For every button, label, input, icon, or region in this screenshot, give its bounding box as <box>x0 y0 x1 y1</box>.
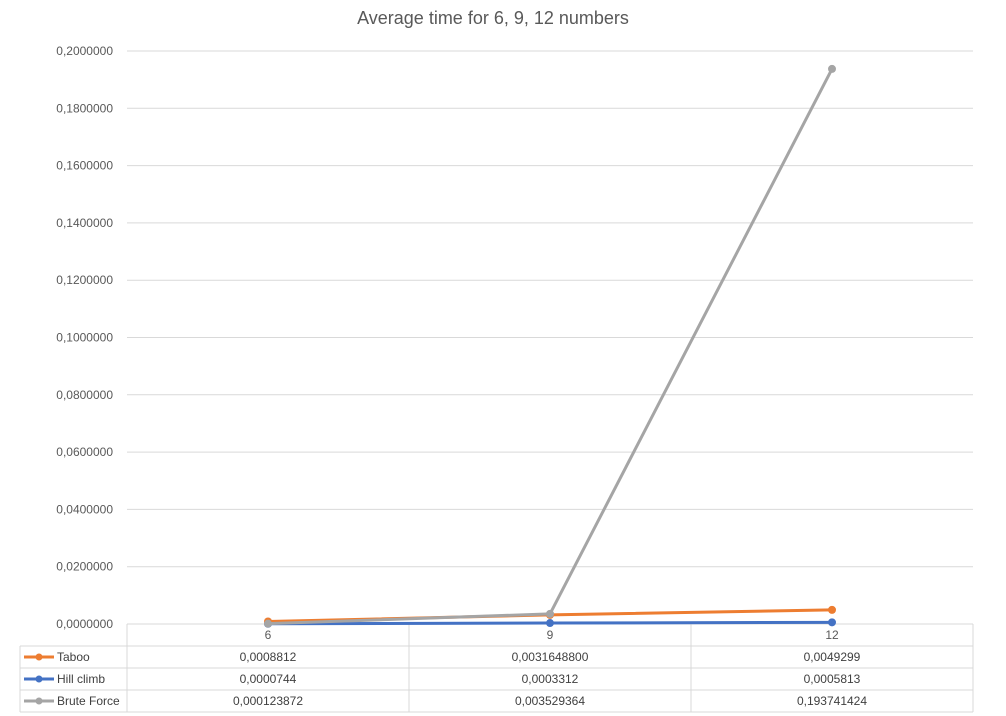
data-table: 6 9 12 Taboo 0,0008812 0,0031648800 0,0049299 H… <box>19 624 974 713</box>
y-tick-label: 0,1000000 <box>56 331 113 345</box>
x-tick-label: 9 <box>547 628 554 642</box>
legend-label: Brute Force <box>57 694 120 708</box>
y-tick-label: 0,2000000 <box>56 44 113 58</box>
y-tick-label: 0,0800000 <box>56 388 113 402</box>
data-point <box>828 618 836 627</box>
data-point <box>546 619 554 628</box>
x-tick-label: 12 <box>825 628 839 642</box>
series-line <box>266 67 834 626</box>
y-axis-ticks: 0,0000000 0,0200000 0,0400000 0,0600000 0,08… <box>56 44 113 631</box>
data-point <box>264 619 272 628</box>
y-tick-label: 0,0400000 <box>56 502 113 516</box>
data-table-cell: 0,0049299 <box>804 650 861 664</box>
legend-key-marker <box>35 653 43 661</box>
y-tick-label: 0,1600000 <box>56 159 113 173</box>
legend-label: Taboo <box>57 650 90 664</box>
y-tick-label: 0,1800000 <box>56 101 113 115</box>
data-table-cell: 0,0000744 <box>240 672 297 686</box>
data-table-cell: 0,0008812 <box>240 650 297 664</box>
legend-key-marker <box>35 697 43 705</box>
gridlines <box>127 50 973 625</box>
y-tick-label: 0,1400000 <box>56 216 113 230</box>
data-table-cell: 0,0031648800 <box>512 650 589 664</box>
y-tick-label: 0,0000000 <box>56 617 113 631</box>
data-table-cell: 0,193741424 <box>797 694 867 708</box>
data-table-cell: 0,003529364 <box>515 694 585 708</box>
legend-key-marker <box>35 675 43 683</box>
data-point <box>828 64 836 73</box>
y-tick-label: 0,1200000 <box>56 273 113 287</box>
data-point <box>828 605 836 614</box>
x-tick-label: 6 <box>265 628 272 642</box>
y-tick-label: 0,0600000 <box>56 445 113 459</box>
data-table-cell: 0,0003312 <box>522 672 579 686</box>
legend-label: Hill climb <box>57 672 105 686</box>
data-table-cell: 0,0005813 <box>804 672 861 686</box>
series-lines <box>264 64 836 628</box>
data-table-cell: 0,000123872 <box>233 694 303 708</box>
chart-title: Average time for 6, 9, 12 numbers <box>357 8 629 28</box>
data-point <box>546 609 554 618</box>
y-tick-label: 0,0200000 <box>56 560 113 574</box>
